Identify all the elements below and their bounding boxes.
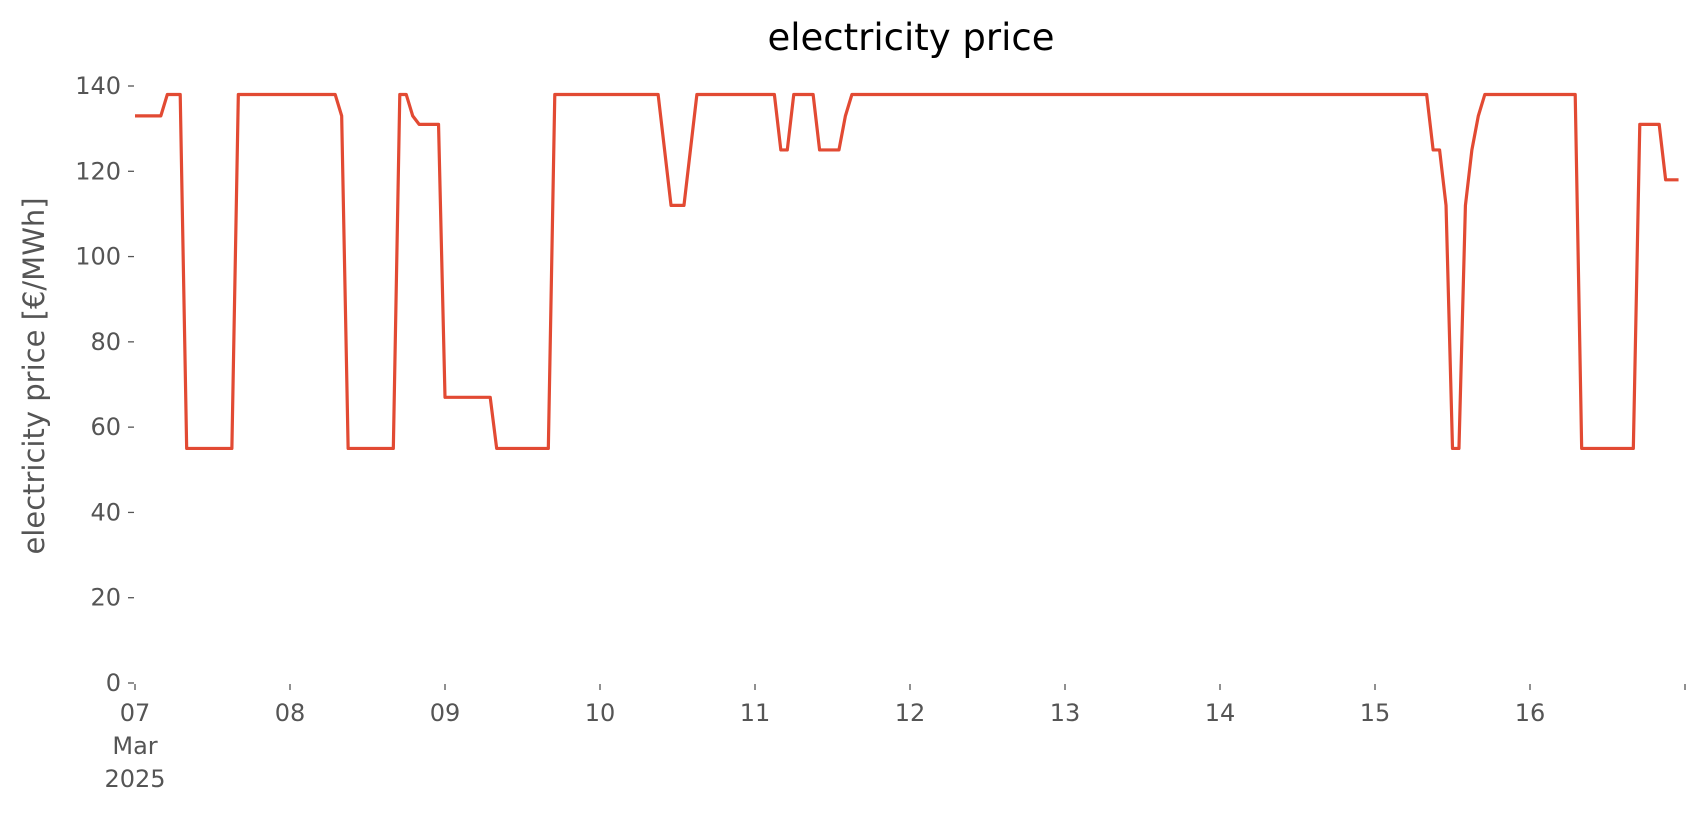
x-tick-label-9: 16 — [1515, 699, 1546, 727]
x-tick-label-1: 08 — [275, 699, 306, 727]
x-tick-label-0: 07 — [120, 699, 151, 727]
x-tick-sublabel-0: Mar — [112, 732, 157, 760]
x-tick-label-4: 11 — [740, 699, 771, 727]
x-tick-subsublabel-0: 2025 — [104, 765, 165, 793]
x-tick-label-7: 14 — [1205, 699, 1236, 727]
y-tick-label-2: 40 — [90, 498, 121, 526]
y-tick-label-5: 100 — [75, 243, 121, 271]
x-tick-label-6: 13 — [1050, 699, 1081, 727]
y-tick-label-0: 0 — [106, 669, 121, 697]
y-tick-label-6: 120 — [75, 157, 121, 185]
x-tick-label-5: 12 — [895, 699, 926, 727]
y-axis-label: electricity price [€/MWh] — [17, 197, 51, 554]
chart-title: electricity price — [767, 16, 1054, 59]
series-layer — [135, 92, 1679, 451]
series-line-0 — [135, 92, 1679, 451]
y-tick-label-4: 80 — [90, 328, 121, 356]
y-tick-label-7: 140 — [75, 72, 121, 100]
y-tick-label-1: 20 — [90, 584, 121, 612]
y-tick-label-3: 60 — [90, 413, 121, 441]
y-axis: 0 20 40 60 80 100 120 140 — [75, 72, 134, 697]
x-axis: 07 Mar 2025 08 09 10 11 12 13 14 15 16 — [104, 684, 1686, 793]
x-tick-label-2: 09 — [430, 699, 461, 727]
x-tick-label-3: 10 — [585, 699, 616, 727]
x-tick-label-8: 15 — [1360, 699, 1391, 727]
